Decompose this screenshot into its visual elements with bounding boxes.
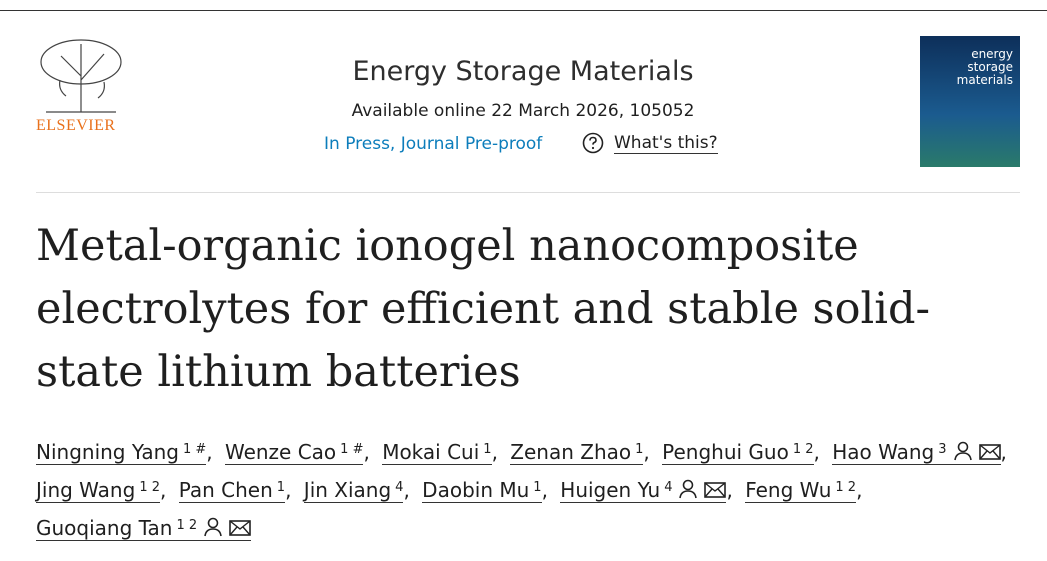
affiliation: 1 2: [139, 480, 160, 495]
availability: Available online 22 March 2026, 105052: [351, 101, 695, 121]
separator: ,: [726, 478, 733, 502]
publisher-name: ELSEVIER: [36, 117, 116, 134]
mail-icon: [978, 444, 1001, 460]
author-name[interactable]: Jing Wang: [36, 478, 136, 502]
cover-title: energy storage materials: [957, 48, 1013, 87]
person-icon: [679, 479, 698, 499]
help-link[interactable]: What's this?: [582, 132, 718, 154]
affiliation: 1 2: [176, 518, 198, 533]
author-name[interactable]: Jin Xiang: [303, 478, 392, 502]
journal-name[interactable]: Energy Storage Materials: [352, 56, 694, 87]
separator: ,: [206, 440, 213, 464]
affiliation: 1: [276, 480, 286, 495]
separator: ,: [491, 440, 498, 464]
author-name[interactable]: Hao Wang: [832, 440, 935, 464]
author[interactable]: Guoqiang Tan 1 2: [36, 516, 252, 541]
top-border: [0, 10, 1047, 11]
separator: [36, 192, 1020, 193]
person-icon: [204, 517, 222, 537]
author[interactable]: Pan Chen 1: [178, 478, 286, 503]
affiliation: 4: [664, 480, 673, 495]
author-name[interactable]: Wenze Cao: [224, 440, 337, 464]
affiliation: 1 #: [340, 442, 364, 457]
author-name[interactable]: Guoqiang Tan: [36, 516, 173, 540]
author-name[interactable]: Mokai Cui: [382, 440, 480, 464]
separator: ,: [643, 440, 650, 464]
author[interactable]: Huigen Yu 4: [560, 478, 727, 503]
affiliation: 1: [533, 480, 542, 495]
affiliation: 4: [395, 480, 404, 495]
mail-icon: [229, 520, 251, 536]
separator: ,: [285, 478, 292, 502]
author[interactable]: Ningning Yang 1 #: [36, 440, 207, 465]
author[interactable]: Jin Xiang 4: [303, 478, 404, 503]
author-name[interactable]: Daobin Mu: [422, 478, 530, 502]
author[interactable]: Zenan Zhao 1: [510, 440, 644, 465]
publisher-logo: [40, 39, 122, 113]
separator: ,: [363, 440, 370, 464]
separator: ,: [403, 478, 410, 502]
author[interactable]: Wenze Cao 1 #: [224, 440, 364, 465]
author[interactable]: Penghui Guo 1 2: [662, 440, 814, 465]
affiliation: 1: [483, 442, 492, 457]
article-status[interactable]: In Press, Journal Pre-proof: [324, 134, 543, 154]
help-icon: [582, 132, 604, 154]
cover-line: energy: [971, 47, 1013, 61]
author-name[interactable]: Penghui Guo: [662, 440, 789, 464]
affiliation: 1: [635, 442, 644, 457]
author[interactable]: Mokai Cui 1: [382, 440, 492, 465]
help-text[interactable]: What's this?: [614, 132, 718, 154]
affiliation: 3: [938, 442, 947, 457]
separator: ,: [160, 478, 167, 502]
affiliation: 1 2: [792, 442, 814, 457]
author[interactable]: Feng Wu 1 2: [745, 478, 857, 503]
author-name[interactable]: Huigen Yu: [560, 478, 661, 502]
separator: ,: [541, 478, 548, 502]
journal-cover[interactable]: energy storage materials: [920, 36, 1020, 167]
author-name[interactable]: Zenan Zhao: [510, 440, 632, 464]
cover-line: materials: [956, 73, 1013, 87]
author[interactable]: Jing Wang 1 2: [36, 478, 160, 503]
author[interactable]: Hao Wang 3: [832, 440, 1001, 465]
author-list: Ningning Yang 1 #, Wenze Cao 1 #, Mokai Cu…: [36, 432, 1026, 546]
affiliation: 1 #: [182, 442, 207, 457]
person-icon: [953, 441, 972, 461]
author-name[interactable]: Feng Wu: [745, 478, 832, 502]
separator: ,: [813, 440, 820, 464]
separator: ,: [856, 478, 863, 502]
author-name[interactable]: Pan Chen: [178, 478, 273, 502]
mail-icon: [704, 482, 727, 498]
author-name[interactable]: Ningning Yang: [36, 440, 179, 464]
separator: ,: [1000, 440, 1007, 464]
author[interactable]: Daobin Mu 1: [422, 478, 542, 503]
cover-line: storage: [967, 60, 1013, 74]
affiliation: 1 2: [835, 480, 857, 495]
article-title: Metal-organic ionogel nanocomposite elec…: [36, 221, 931, 397]
